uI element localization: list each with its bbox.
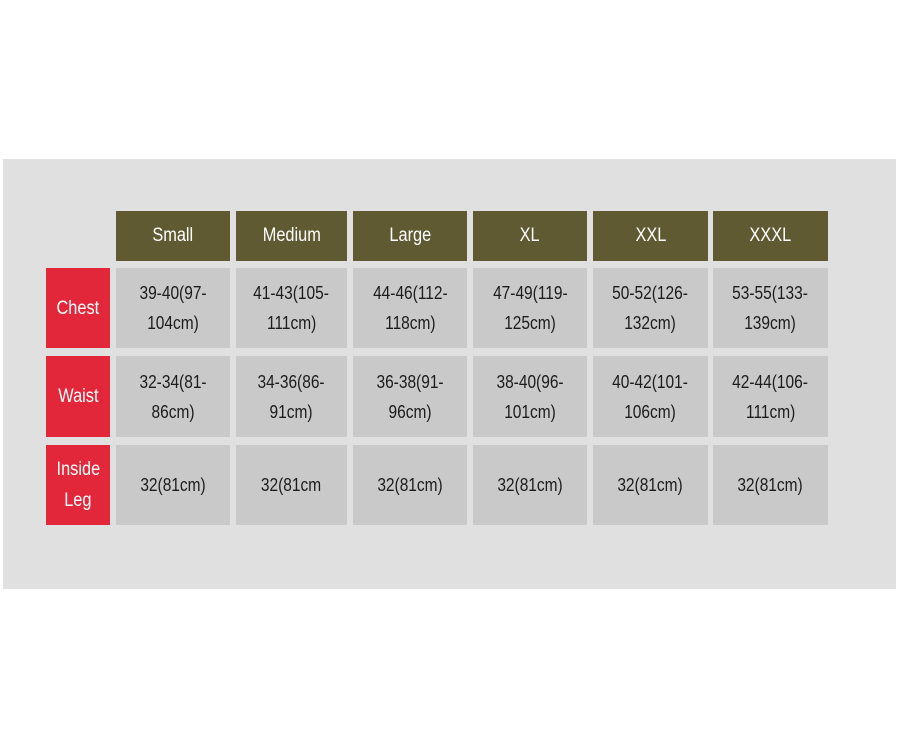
cell-text: 32(81cm) — [497, 475, 563, 495]
measurement-cell: 53-55(133- 139cm) — [713, 268, 828, 348]
cell-text: 50-52(126- — [612, 283, 689, 303]
cell-text: 111cm) — [745, 401, 796, 422]
cell-text: Chest — [56, 297, 100, 319]
cell-text: 118cm) — [384, 313, 436, 333]
cell-text: 32(81cm) — [737, 475, 804, 495]
measurement-cell: 32(81cm) — [713, 445, 828, 525]
cell-text: 36-38(91- — [376, 371, 444, 392]
row-label: Inside Leg — [46, 445, 110, 525]
cell-text: 91cm) — [269, 401, 313, 422]
cell-text: 41-43(105- — [253, 283, 330, 303]
cell-text: 32(81cm) — [617, 475, 684, 495]
cell-text: 125cm) — [504, 313, 556, 333]
cell-text: Inside — [56, 459, 100, 480]
size-header-text: Small — [152, 225, 194, 246]
measurement-cell: 47-49(119- 125cm) — [473, 268, 587, 348]
measurement-cell: 41-43(105- 111cm) — [236, 268, 347, 348]
measurement-cell: 34-36(86- 91cm) — [236, 356, 347, 437]
cell-text: 32(81cm) — [140, 475, 206, 495]
size-header-large: Large — [353, 211, 467, 261]
cell-text: 86cm) — [151, 401, 195, 422]
size-header-text: XL — [520, 225, 540, 246]
cell-text: 47-49(119- — [492, 283, 568, 303]
cell-text: 38-40(96- — [496, 371, 564, 392]
size-header-text: Medium — [262, 225, 321, 246]
measurement-cell: 42-44(106- 111cm) — [713, 356, 828, 437]
size-header-text: XXL — [635, 225, 666, 246]
cell-text: 39-40(97- — [139, 283, 207, 303]
cell-text: 34-36(86- — [257, 371, 326, 392]
measurement-cell: 39-40(97- 104cm) — [116, 268, 230, 348]
cell-text: 139cm) — [744, 313, 797, 333]
measurement-cell: 32(81cm) — [116, 445, 230, 525]
size-header-medium: Medium — [236, 211, 347, 261]
cell-text: Waist — [57, 386, 99, 407]
size-header-text: Large — [389, 225, 431, 246]
cell-text: 32(81cm) — [377, 475, 443, 495]
cell-text: 44-46(112- — [372, 283, 448, 303]
measurement-cell: 50-52(126- 132cm) — [593, 268, 708, 348]
cell-text: 40-42(101- — [612, 371, 689, 392]
measurement-cell: 32(81cm) — [593, 445, 708, 525]
cell-text: 53-55(133- — [732, 283, 809, 303]
size-header-text: XXXL — [749, 225, 792, 246]
cell-text: 42-44(106- — [732, 371, 809, 392]
cell-text: 106cm) — [624, 401, 677, 422]
measurement-cell: 32(81cm) — [353, 445, 467, 525]
cell-text: Leg — [64, 490, 92, 511]
cell-text: 111cm) — [266, 313, 317, 333]
cell-text: 104cm) — [147, 313, 199, 333]
size-header-small: Small — [116, 211, 230, 261]
row-label: Chest — [46, 268, 110, 348]
measurement-cell: 38-40(96- 101cm) — [473, 356, 587, 437]
cell-text: 96cm) — [388, 401, 432, 422]
measurement-cell: 32-34(81- 86cm) — [116, 356, 230, 437]
measurement-cell: 32(81cm — [236, 445, 347, 525]
cell-text: 32(81cm — [261, 475, 322, 495]
size-header-xl: XL — [473, 211, 587, 261]
measurement-cell: 40-42(101- 106cm) — [593, 356, 708, 437]
size-header-xxxl: XXXL — [713, 211, 828, 261]
cell-text: 132cm) — [624, 313, 677, 333]
cell-text: 32-34(81- — [139, 371, 207, 392]
measurement-cell: 32(81cm) — [473, 445, 587, 525]
measurement-cell: 44-46(112- 118cm) — [353, 268, 467, 348]
measurement-cell: 36-38(91- 96cm) — [353, 356, 467, 437]
size-header-xxl: XXL — [593, 211, 708, 261]
row-label: Waist — [46, 356, 110, 437]
cell-text: 101cm) — [504, 401, 556, 422]
